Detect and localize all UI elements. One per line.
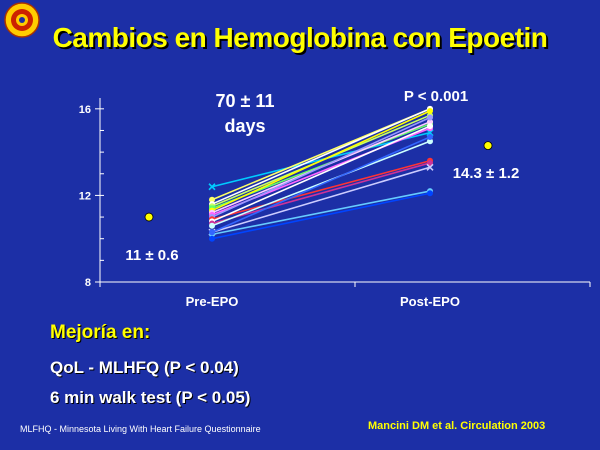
series-point (427, 107, 433, 114)
series-line (211, 125, 431, 223)
improvement-heading: Mejoría en: (50, 322, 151, 343)
p-value-label: P < 0.001 (404, 88, 468, 105)
slide-title: Cambios en Hemoglobina con Epoetin (52, 22, 548, 53)
series-line (211, 160, 431, 220)
duration-unit: days (224, 116, 265, 136)
series-line (211, 190, 431, 236)
improvement-qol: QoL - MLHFQ (P < 0.04) (50, 358, 239, 377)
series-point (209, 222, 215, 229)
logo-emblem (4, 2, 40, 38)
y-tick-label: 12 (79, 190, 91, 202)
improvement-walk: 6 min walk test (P < 0.05) (50, 388, 251, 407)
y-tick-label: 16 (79, 104, 91, 116)
series-point (427, 190, 433, 197)
citation: Mancini DM et al. Circulation 2003 (368, 420, 546, 432)
series-line (211, 140, 431, 227)
series-point (427, 159, 433, 166)
series-point (208, 183, 216, 191)
series-point (209, 196, 215, 203)
duration-value: 70 ± 11 (216, 91, 275, 111)
series-point (426, 129, 434, 137)
pre-mean-point (144, 212, 154, 222)
post-mean-label: 14.3 ± 1.2 (453, 165, 520, 182)
patient-series (209, 188, 433, 238)
patient-series (209, 138, 433, 229)
y-tick-label: 8 (85, 277, 91, 289)
series-line (211, 110, 431, 212)
series-line (211, 136, 431, 233)
series-point (427, 138, 433, 145)
series-line (211, 192, 431, 240)
patient-series (209, 190, 433, 242)
x-tick-label: Post-EPO (400, 294, 460, 309)
patient-lines (208, 105, 434, 242)
post-mean-point (483, 141, 493, 151)
patient-series (209, 107, 433, 214)
mean-markers (144, 141, 493, 222)
series-point (209, 229, 215, 236)
series-point (209, 235, 215, 242)
patient-series (209, 133, 433, 236)
series-point (427, 114, 433, 121)
chart-axes: 8 12 16 Pre-EPO Post-EPO (79, 98, 591, 309)
series-line (211, 162, 431, 225)
series-line (211, 108, 431, 205)
series-point (427, 118, 433, 125)
patient-series (209, 123, 433, 225)
series-point (427, 123, 433, 130)
x-tick-label: Pre-EPO (186, 294, 239, 309)
footnote: MLFHQ - Minnesota Living With Heart Fail… (20, 424, 261, 434)
series-point (426, 163, 434, 171)
series-line (211, 116, 431, 218)
pre-mean-label: 11 ± 0.6 (125, 247, 178, 264)
series-line (211, 166, 431, 233)
series-point (427, 133, 433, 140)
